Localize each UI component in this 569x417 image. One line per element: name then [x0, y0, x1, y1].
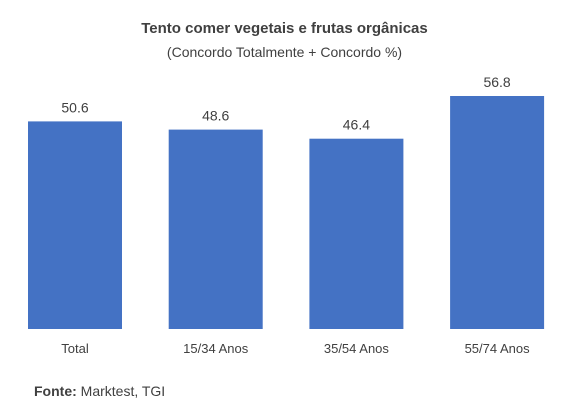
category-label-1: Total — [61, 341, 89, 356]
source-label: Fonte: — [34, 383, 77, 399]
bar-4 — [450, 96, 545, 329]
source-text: Marktest, TGI — [80, 383, 166, 399]
bar-3 — [309, 138, 404, 329]
source-note: Fonte: Marktest, TGI — [34, 383, 165, 399]
data-label-2: 48.6 — [202, 108, 229, 124]
data-label-4: 56.8 — [483, 74, 510, 90]
data-label-3: 46.4 — [343, 117, 370, 133]
chart-title: Tento comer vegetais e frutas orgânicas — [141, 20, 428, 37]
category-label-4: 55/74 Anos — [465, 341, 531, 356]
chart-subtitle: (Concordo Totalmente + Concordo %) — [166, 44, 403, 60]
bar-2 — [168, 129, 263, 329]
category-label-3: 35/54 Anos — [324, 341, 390, 356]
bar-1 — [28, 121, 122, 330]
category-label-2: 15/34 Anos — [183, 341, 249, 356]
data-label-1: 50.6 — [61, 99, 88, 115]
